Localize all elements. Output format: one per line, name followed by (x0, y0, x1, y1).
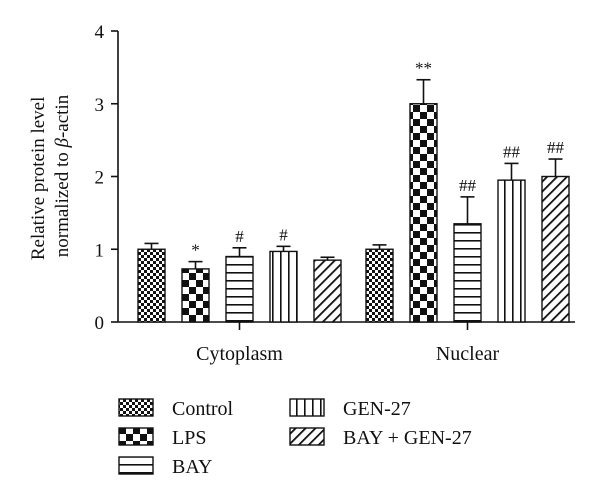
legend-swatch (118, 427, 154, 446)
bar (181, 268, 210, 323)
legend-label: LPS (172, 427, 206, 449)
legend-swatch (289, 427, 325, 446)
y-ticks: 0 1 2 3 4 (95, 22, 118, 334)
y-axis-label-line2-suffix: -actin (52, 94, 73, 138)
y-axis-label-line2-prefix: normalized to (52, 147, 73, 257)
bars: *# #**#### ## (137, 59, 570, 323)
y-tick-label: 0 (95, 313, 105, 334)
legend-label: GEN-27 (343, 398, 411, 420)
bar (269, 250, 298, 323)
legend-label: BAY (172, 456, 212, 478)
significance-marker: # (279, 225, 288, 244)
significance-marker: # (235, 227, 244, 246)
legend-label: Control (172, 398, 234, 420)
significance-marker: ## (459, 176, 477, 195)
significance-marker: ** (415, 59, 432, 78)
bar (313, 259, 342, 323)
legend: Control LPS BAY GEN-27 BAY + GEN-27 (118, 398, 472, 478)
legend-swatch (118, 398, 154, 417)
y-tick-label: 1 (95, 240, 105, 261)
y-axis-label-line1: Relative protein level (28, 97, 49, 261)
x-tick-label: Cytoplasm (196, 343, 283, 365)
bar (541, 175, 570, 323)
bar (409, 103, 438, 323)
legend-label: BAY + GEN-27 (343, 427, 472, 449)
bar (137, 248, 166, 323)
bar (225, 255, 254, 323)
bar (497, 179, 526, 323)
y-axis-label-beta: β (52, 137, 73, 148)
legend-swatch (289, 398, 325, 417)
significance-marker: ## (503, 142, 521, 161)
bar (365, 248, 394, 323)
bar (453, 223, 482, 323)
significance-marker: ## (547, 138, 565, 157)
x-tick-label: Nuclear (436, 343, 500, 365)
legend-swatch (118, 456, 154, 475)
significance-marker: * (191, 241, 200, 260)
x-ticks: Cytoplasm Nuclear (196, 322, 499, 365)
y-axis-label: Relative protein level normalized to β-a… (28, 92, 73, 260)
y-tick-label: 3 (95, 95, 105, 116)
y-tick-label: 2 (95, 168, 105, 189)
y-tick-label: 4 (95, 22, 105, 43)
